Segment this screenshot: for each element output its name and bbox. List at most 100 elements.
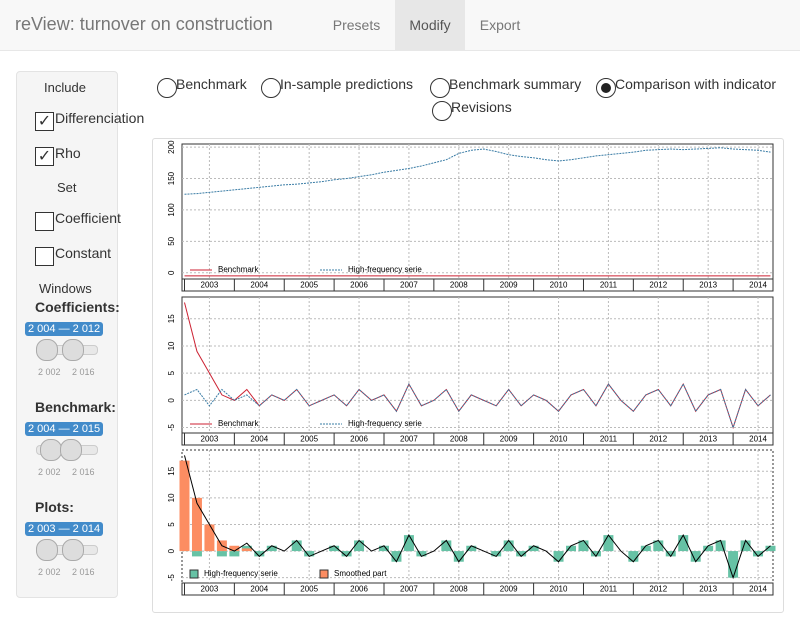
x-tick-label: 2014 bbox=[749, 435, 767, 444]
bar bbox=[728, 551, 739, 578]
bar bbox=[765, 545, 776, 552]
radio-label[interactable]: Revisions bbox=[451, 99, 512, 115]
bar bbox=[241, 548, 252, 552]
slider-knob[interactable] bbox=[36, 339, 58, 361]
slider-tick: 2 002 bbox=[38, 467, 61, 477]
radio-label[interactable]: In-sample predictions bbox=[280, 76, 414, 92]
bar bbox=[453, 551, 464, 562]
x-tick-label: 2010 bbox=[550, 281, 568, 290]
radio-label[interactable]: Benchmark bbox=[176, 76, 247, 92]
checkbox-label[interactable]: Coefficient bbox=[55, 210, 121, 226]
legend-label: High-frequency serie bbox=[348, 265, 422, 274]
bar bbox=[341, 551, 352, 557]
x-tick-label: 2012 bbox=[649, 281, 667, 290]
year-strip bbox=[181, 278, 774, 292]
checkbox[interactable] bbox=[35, 247, 54, 266]
section-label: Include bbox=[44, 80, 86, 95]
bar bbox=[441, 540, 452, 552]
slider-knob[interactable] bbox=[40, 439, 62, 461]
x-tick-label: 2009 bbox=[500, 281, 518, 290]
checkbox-label[interactable]: Differenciation bbox=[55, 110, 145, 126]
checkbox-label[interactable]: Constant bbox=[55, 245, 112, 261]
bar bbox=[179, 460, 190, 552]
slider-tick: 2 016 bbox=[72, 467, 95, 477]
bar bbox=[590, 551, 601, 557]
nav-tab[interactable]: Presets bbox=[332, 17, 381, 33]
y-tick-label: 10 bbox=[167, 493, 176, 502]
radio-button[interactable] bbox=[432, 101, 452, 121]
bar bbox=[690, 551, 701, 562]
slider-title: Coefficients: bbox=[35, 299, 120, 315]
radio-label[interactable]: Comparison with indicator bbox=[615, 76, 777, 92]
x-tick-label: 2003 bbox=[201, 281, 219, 290]
y-tick-label: 0 bbox=[167, 548, 176, 553]
total-line bbox=[184, 455, 771, 580]
slider-knob[interactable] bbox=[36, 539, 58, 561]
bar bbox=[678, 535, 689, 552]
x-tick-label: 2010 bbox=[550, 585, 568, 594]
x-tick-label: 2011 bbox=[600, 281, 618, 290]
bar bbox=[578, 540, 589, 552]
bar bbox=[403, 535, 414, 552]
radio-label[interactable]: Benchmark summary bbox=[449, 76, 582, 92]
radio-button[interactable] bbox=[261, 78, 281, 98]
x-tick-label: 2006 bbox=[350, 281, 368, 290]
x-tick-label: 2012 bbox=[649, 435, 667, 444]
radio-button[interactable] bbox=[596, 78, 616, 98]
bar bbox=[229, 545, 240, 552]
year-strip bbox=[181, 582, 774, 596]
x-tick-label: 2014 bbox=[749, 281, 767, 290]
x-tick-label: 2013 bbox=[699, 435, 717, 444]
plot-frame bbox=[181, 296, 774, 434]
plot-panel: 0 50 100 150 200 2003 2004 2005 2006 2007 2008 2009… bbox=[152, 138, 784, 613]
slider-tick: 2 016 bbox=[72, 367, 95, 377]
bar bbox=[653, 540, 664, 552]
checkbox[interactable]: ✓ bbox=[35, 147, 54, 166]
x-tick-label: 2004 bbox=[250, 435, 268, 444]
slider-knob[interactable] bbox=[62, 539, 84, 561]
series-line bbox=[184, 382, 771, 430]
slider-tick: 2 016 bbox=[72, 567, 95, 577]
legend-swatch bbox=[189, 569, 199, 579]
x-tick-label: 2008 bbox=[450, 585, 468, 594]
x-tick-label: 2005 bbox=[300, 281, 318, 290]
bar bbox=[640, 545, 651, 552]
nav-tab[interactable]: Modify bbox=[395, 0, 465, 50]
bar bbox=[291, 540, 302, 552]
x-tick-label: 2013 bbox=[699, 281, 717, 290]
series-line bbox=[184, 147, 771, 195]
x-tick-label: 2011 bbox=[600, 585, 618, 594]
radio-button[interactable] bbox=[430, 78, 450, 98]
x-tick-label: 2006 bbox=[350, 435, 368, 444]
x-tick-label: 2006 bbox=[350, 585, 368, 594]
bar bbox=[503, 540, 514, 552]
y-tick-label: 0 bbox=[167, 270, 176, 275]
bar bbox=[703, 545, 714, 552]
checkbox-label[interactable]: Rho bbox=[55, 145, 81, 161]
bar bbox=[628, 551, 639, 562]
bar bbox=[354, 540, 365, 552]
slider-title: Benchmark: bbox=[35, 399, 116, 415]
radio-button[interactable] bbox=[157, 78, 177, 98]
navbar: reView: turnover on construction Presets… bbox=[0, 0, 800, 51]
bar bbox=[304, 551, 315, 557]
nav-tab[interactable]: Export bbox=[479, 17, 521, 33]
y-tick-label: 50 bbox=[167, 236, 176, 245]
slider-knob[interactable] bbox=[60, 439, 82, 461]
y-tick-label: -5 bbox=[167, 423, 176, 431]
y-tick-label: -5 bbox=[167, 574, 176, 582]
slider-knob[interactable] bbox=[62, 339, 84, 361]
series-line bbox=[184, 302, 771, 430]
x-tick-label: 2004 bbox=[250, 281, 268, 290]
x-tick-label: 2003 bbox=[201, 435, 219, 444]
checkbox[interactable]: ✓ bbox=[35, 112, 54, 131]
x-tick-label: 2005 bbox=[300, 585, 318, 594]
app-title: reView: turnover on construction bbox=[15, 14, 273, 34]
slider-value: 2 003 — 2 014 bbox=[25, 522, 104, 536]
x-tick-label: 2009 bbox=[500, 435, 518, 444]
slider-value: 2 004 — 2 012 bbox=[25, 322, 104, 336]
checkbox[interactable] bbox=[35, 212, 54, 231]
y-tick-label: 0 bbox=[167, 398, 176, 403]
bar bbox=[740, 540, 751, 552]
